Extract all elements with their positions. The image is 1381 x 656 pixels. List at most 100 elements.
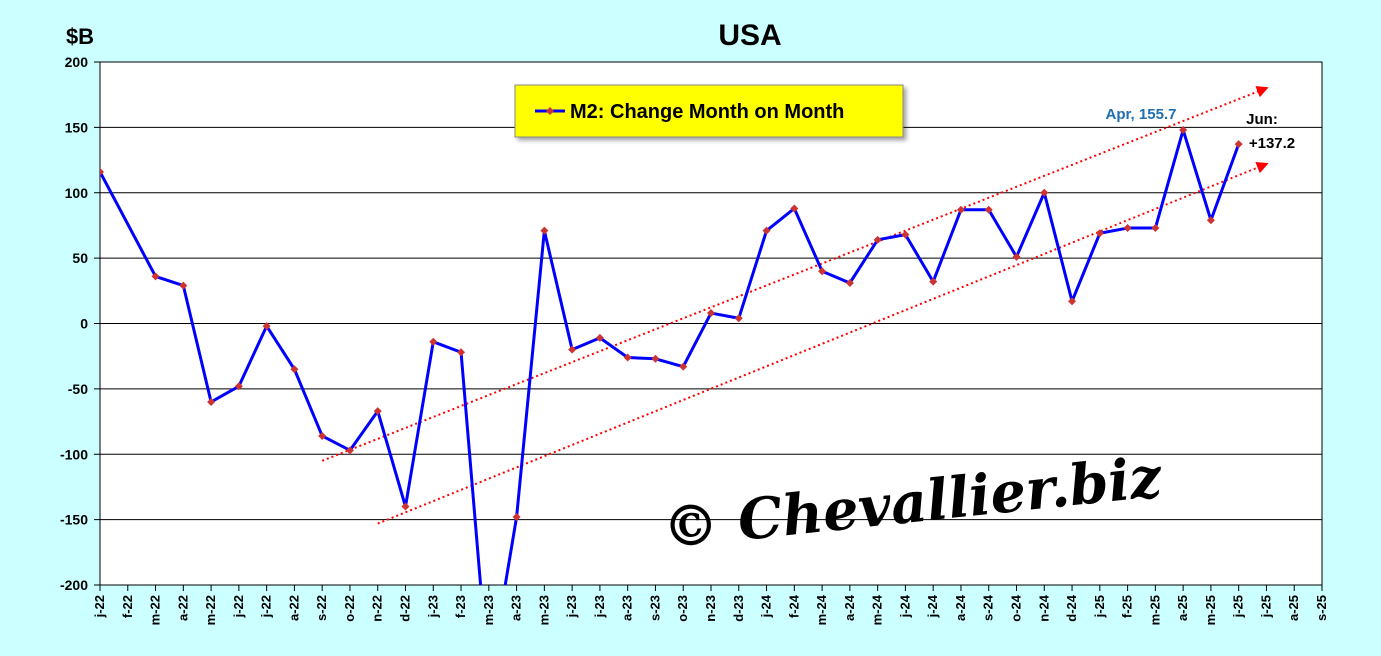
chart-title: USA <box>718 19 781 52</box>
x-tick-label: n-23 <box>703 595 718 622</box>
x-tick-label: o-22 <box>342 595 357 622</box>
data-point <box>540 226 549 235</box>
data-point <box>651 354 660 363</box>
y-tick-label: 50 <box>72 250 88 266</box>
y-tick-label: -200 <box>60 577 88 593</box>
data-point <box>1151 224 1160 233</box>
x-tick-label: j-22 <box>259 595 274 618</box>
x-tick-label: m-23 <box>481 595 496 625</box>
x-tick-label: n-22 <box>370 595 385 622</box>
data-point <box>929 277 938 286</box>
y-tick-label: -100 <box>60 446 88 462</box>
data-point <box>568 345 577 354</box>
data-point <box>1068 297 1077 306</box>
x-tick-label: j-25 <box>1231 595 1246 618</box>
x-tick-label: a-22 <box>175 595 190 621</box>
data-point <box>956 205 965 214</box>
x-tick-label: m-24 <box>870 594 885 625</box>
x-tick-label: d-23 <box>731 595 746 622</box>
data-point <box>1179 125 1188 134</box>
x-tick-label: a-25 <box>1175 595 1190 621</box>
x-tick-label: f-22 <box>120 595 135 618</box>
x-tick-label: f-23 <box>453 595 468 618</box>
x-tick-label: a-25 <box>1286 595 1301 621</box>
x-tick-label: o-23 <box>675 595 690 622</box>
data-point <box>679 362 688 371</box>
data-point <box>623 353 632 362</box>
data-point <box>984 205 993 214</box>
x-tick-label: s-25 <box>1314 595 1329 621</box>
data-point <box>234 382 243 391</box>
x-tick-label: j-24 <box>897 594 912 618</box>
x-tick-label: f-25 <box>1120 595 1135 618</box>
data-point <box>734 314 743 323</box>
y-tick-label: -50 <box>68 381 88 397</box>
trendline-1 <box>321 86 1269 462</box>
x-tick-label: j-25 <box>1258 595 1273 618</box>
x-tick-label: a-22 <box>286 595 301 621</box>
data-point <box>457 348 466 357</box>
legend-box <box>514 84 904 138</box>
annotation-jun-label: Jun: <box>1246 111 1278 128</box>
data-point <box>1123 224 1132 233</box>
x-tick-label: j-22 <box>231 595 246 618</box>
x-tick-label: a-24 <box>953 594 968 621</box>
y-tick-label: 200 <box>65 54 89 70</box>
x-tick-label: j-24 <box>925 594 940 618</box>
data-point <box>1095 229 1104 238</box>
x-tick-label: j-25 <box>1092 595 1107 618</box>
y-tick-label: 0 <box>80 316 88 332</box>
data-point <box>901 230 910 239</box>
data-point <box>818 267 827 276</box>
data-point <box>429 337 438 346</box>
x-tick-label: a-23 <box>509 595 524 621</box>
x-tick-label: s-22 <box>314 595 329 621</box>
data-point <box>512 513 521 522</box>
x-tick-label: o-24 <box>1009 594 1024 622</box>
y-axis-unit-label: $B <box>66 24 94 49</box>
data-point <box>373 407 382 416</box>
x-tick-label: j-23 <box>425 595 440 618</box>
data-point <box>100 167 104 176</box>
legend: M2: Change Month on Month <box>514 84 904 138</box>
data-point <box>1234 140 1243 149</box>
data-point <box>179 281 188 290</box>
x-tick-label: f-24 <box>786 594 801 618</box>
x-tick-label: m-25 <box>1147 595 1162 625</box>
x-tick-label: j-22 <box>92 595 107 618</box>
data-point <box>790 204 799 213</box>
x-tick-label: m-23 <box>536 595 551 625</box>
data-point <box>873 235 882 244</box>
x-tick-labels: j-22 f-22 m-22 a-22 m-22 j-22 j-22 a-22 s-22 o-22… <box>92 585 1329 625</box>
x-tick-label: m-24 <box>814 594 829 625</box>
data-point <box>707 309 715 318</box>
x-tick-label: j-23 <box>564 595 579 618</box>
annotation-jun-value: +137.2 <box>1249 135 1295 152</box>
legend-marker-swatch <box>546 107 554 115</box>
data-point <box>845 278 854 287</box>
x-tick-label: d-24 <box>1064 594 1079 622</box>
x-tick-label: n-24 <box>1036 594 1051 622</box>
data-point <box>401 502 410 511</box>
x-tick-label: s-23 <box>647 595 662 621</box>
series-layer <box>100 125 1243 585</box>
x-tick-label: m-22 <box>148 595 163 625</box>
data-point <box>595 333 604 342</box>
x-tick-label: j-24 <box>759 594 774 618</box>
legend-label: M2: Change Month on Month <box>570 101 844 123</box>
data-point <box>207 397 216 406</box>
x-tick-label: j-23 <box>592 595 607 618</box>
data-point <box>762 226 771 235</box>
data-point <box>1206 216 1215 225</box>
x-tick-label: m-22 <box>203 595 218 625</box>
x-tick-label: a-24 <box>842 594 857 621</box>
data-point <box>345 446 354 455</box>
y-tick-label: -150 <box>60 512 88 528</box>
data-point <box>318 431 327 440</box>
gridlines <box>100 61 1322 586</box>
x-tick-label: s-24 <box>981 594 996 621</box>
series-group <box>100 125 1243 585</box>
y-tick-labels: -200 -150 -100 -50 0 50 100 150 200 <box>60 54 100 593</box>
